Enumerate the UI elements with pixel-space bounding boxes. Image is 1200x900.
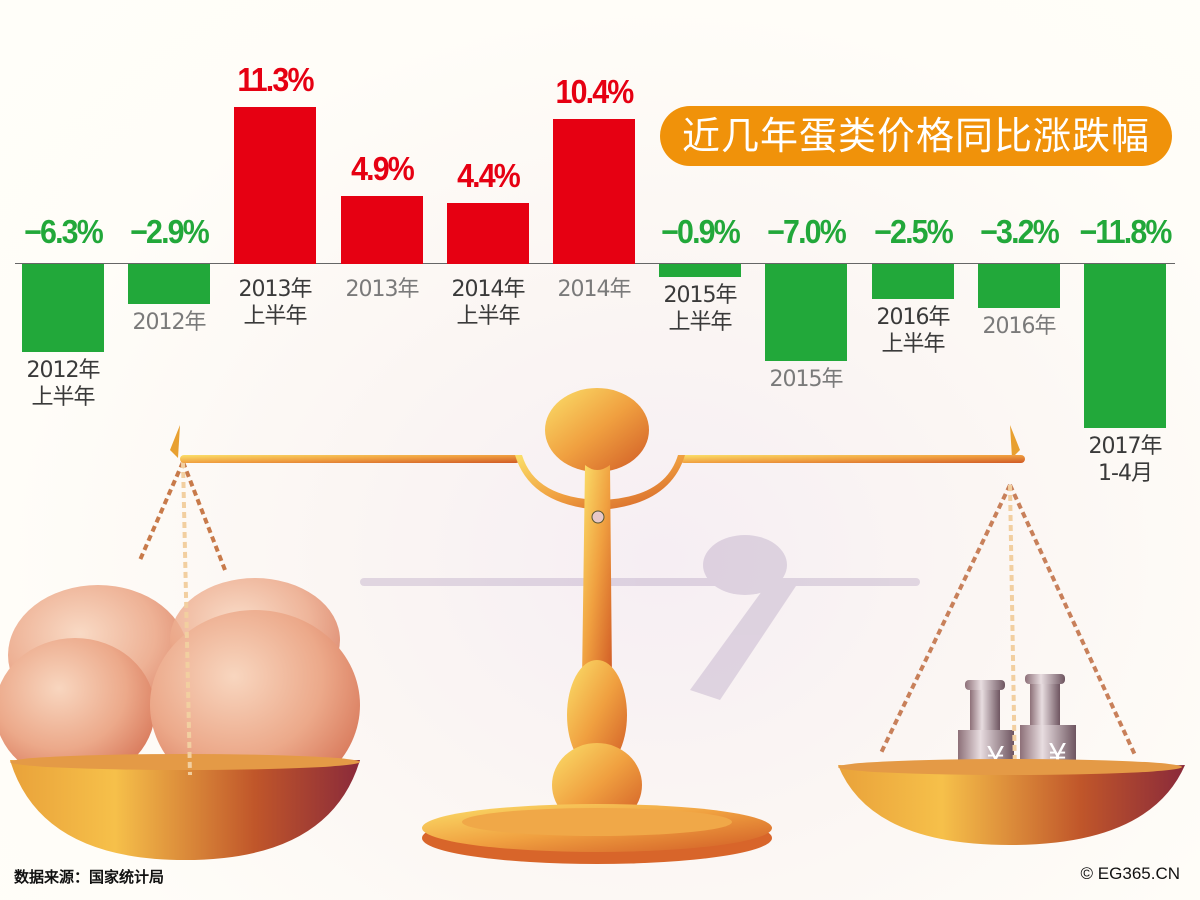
- value-label: 11.3%: [237, 61, 314, 98]
- category-label-line: 上半年: [881, 332, 945, 357]
- category-label: 2014年: [539, 276, 649, 303]
- value-label: −6.3%: [24, 213, 104, 250]
- category-label: 2014年 上半年: [433, 276, 543, 330]
- category-label-line: 2015年: [663, 283, 738, 308]
- category-label: 2013年 上半年: [220, 276, 330, 330]
- category-label-line: 2016年: [982, 314, 1057, 339]
- category-label-line: 上半年: [456, 304, 520, 329]
- category-label-line: 上半年: [31, 385, 95, 410]
- category-label: 2012年: [114, 309, 224, 336]
- category-label-line: 2012年: [26, 358, 101, 383]
- value-label: −2.9%: [130, 213, 210, 250]
- bar: [765, 264, 847, 361]
- category-label-line: 上半年: [668, 310, 732, 335]
- value-label: 10.4%: [555, 73, 635, 110]
- bar: [22, 264, 104, 352]
- category-label: 2016年 上半年: [858, 304, 968, 358]
- bar: [341, 196, 423, 264]
- category-label-line: 2013年: [238, 277, 313, 302]
- chart-title: 近几年蛋类价格同比涨跌幅: [660, 106, 1172, 166]
- category-label-line: 2014年: [557, 277, 632, 302]
- bar: [234, 107, 316, 264]
- category-label-line: 2013年: [345, 277, 420, 302]
- bar: [978, 264, 1060, 308]
- bar: [128, 264, 210, 304]
- value-label: −11.8%: [1079, 213, 1172, 250]
- bar: [447, 203, 529, 264]
- category-label: 2015年 上半年: [645, 282, 755, 336]
- bar: [659, 264, 741, 277]
- value-label: −2.5%: [874, 213, 954, 250]
- value-label: −7.0%: [767, 213, 847, 250]
- category-label: 2015年: [751, 366, 861, 393]
- scale-beam: [170, 388, 1025, 864]
- bar: [553, 119, 635, 264]
- egg-pan: [0, 461, 360, 860]
- category-label: 2017年 1-4月: [1070, 433, 1180, 487]
- scale-shadow: [360, 535, 920, 700]
- data-source: 数据来源：国家统计局: [14, 868, 165, 886]
- category-label-line: 2017年: [1088, 434, 1163, 459]
- category-label-line: 2015年: [769, 367, 844, 392]
- value-label: 4.9%: [351, 150, 415, 187]
- bar: [872, 264, 954, 299]
- category-label-line: 上半年: [243, 304, 307, 329]
- category-label: 2013年: [327, 276, 437, 303]
- value-label: −0.9%: [661, 213, 741, 250]
- category-label-line: 2014年: [451, 277, 526, 302]
- category-label-line: 2016年: [876, 305, 951, 330]
- category-label: 2016年: [964, 313, 1074, 340]
- balance-scale-illustration: ¥ ¥: [0, 388, 1185, 864]
- category-label-line: 2012年: [132, 310, 207, 335]
- weights-pan: ¥ ¥: [838, 484, 1185, 845]
- category-label-line: 1-4月: [1098, 461, 1153, 486]
- bar: [1084, 264, 1166, 428]
- copyright-credit: © EG365.CN: [1080, 864, 1180, 883]
- value-label: 4.4%: [457, 157, 521, 194]
- category-label: 2012年 上半年: [8, 357, 118, 411]
- value-label: −3.2%: [980, 213, 1060, 250]
